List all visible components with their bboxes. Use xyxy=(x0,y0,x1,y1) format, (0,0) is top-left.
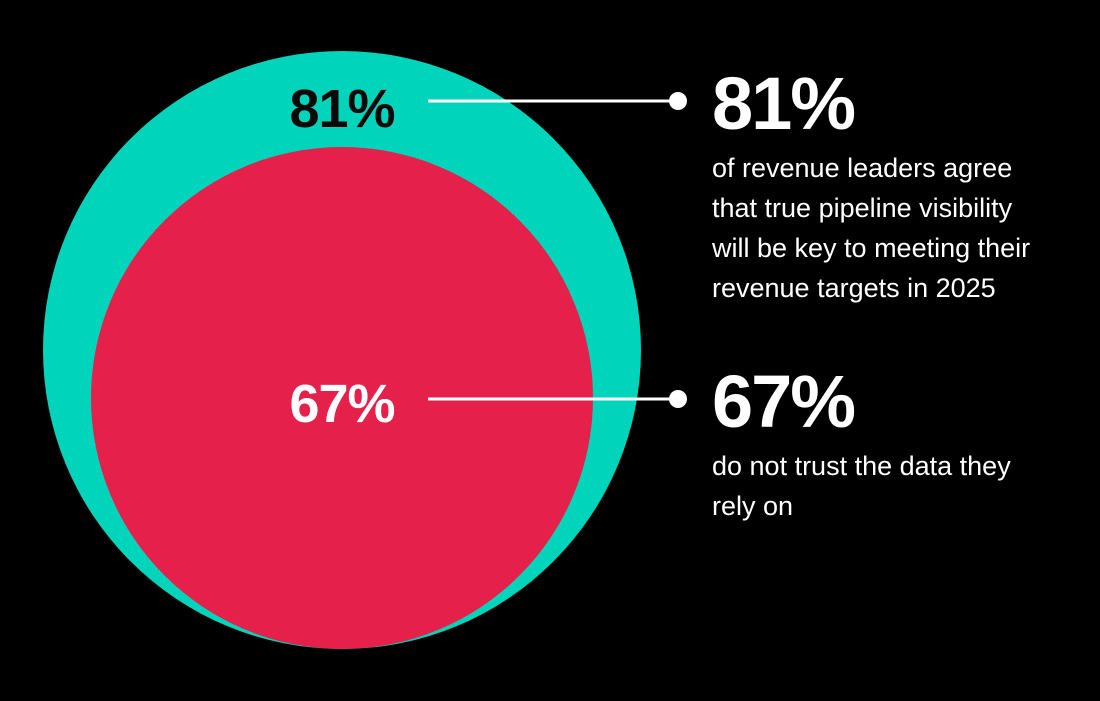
stat-value-67: 67% xyxy=(712,360,856,443)
inner-circle-67 xyxy=(91,147,593,649)
stat-value-81: 81% xyxy=(712,62,856,145)
outer-circle-label: 81% xyxy=(289,79,394,139)
connector-dot-81 xyxy=(669,92,687,110)
stat-description-67: do not trust the data they rely on xyxy=(712,446,1082,526)
stat-block-67: 67% do not trust the data they rely on xyxy=(712,364,1082,526)
description-line: do not trust the data they xyxy=(712,451,1011,481)
description-line: that true pipeline visibility xyxy=(712,193,1013,223)
connector-dot-67 xyxy=(669,390,687,408)
stat-block-81: 81% of revenue leaders agree that true p… xyxy=(712,66,1082,308)
description-line: of revenue leaders agree xyxy=(712,153,1013,183)
inner-circle-label: 67% xyxy=(289,374,394,434)
description-line: revenue targets in 2025 xyxy=(712,273,996,303)
description-line: rely on xyxy=(712,491,794,521)
description-line: will be key to meeting their xyxy=(712,233,1031,263)
stat-description-81: of revenue leaders agree that true pipel… xyxy=(712,148,1082,308)
